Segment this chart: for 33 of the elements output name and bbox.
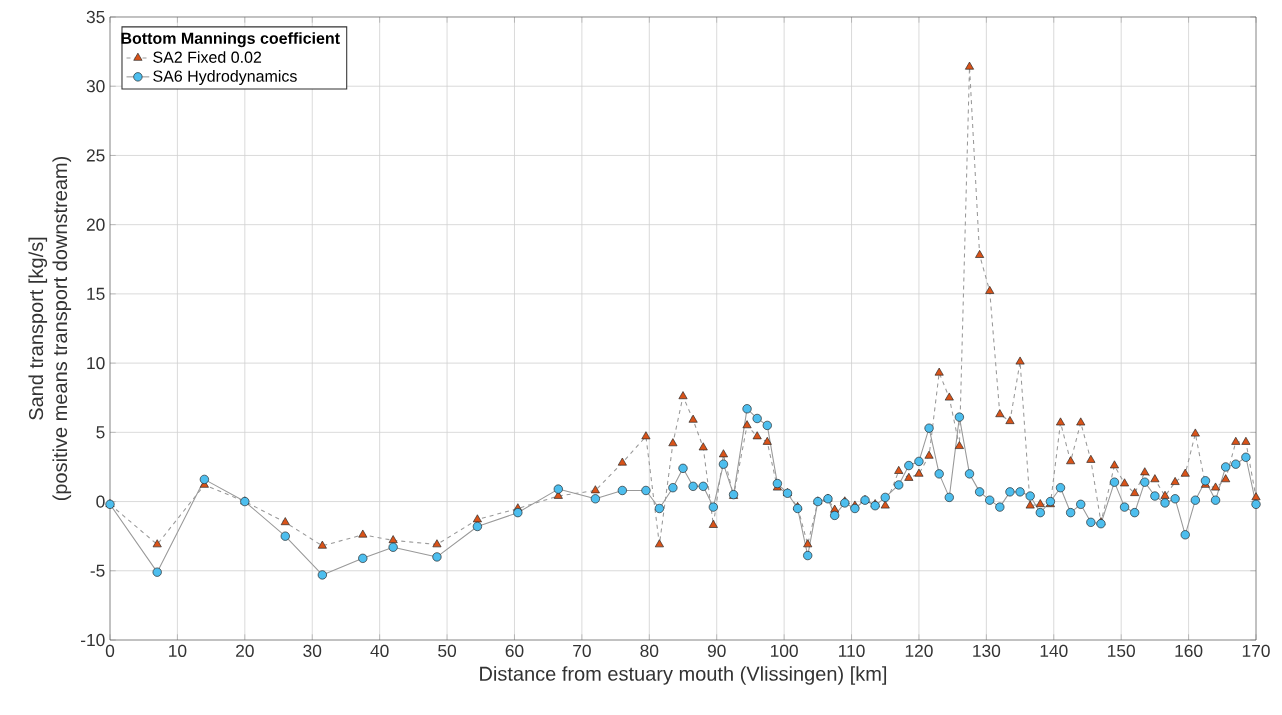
x-tick-label: 10 bbox=[169, 644, 187, 657]
y-axis-title: Sand transport [kg/s] (positive means transport downstream) bbox=[28, 156, 72, 501]
x-tick-label: 160 bbox=[1175, 644, 1203, 657]
y-tick-label: 35 bbox=[86, 10, 105, 24]
x-tick-label: 80 bbox=[640, 644, 659, 657]
y-tick-label: 30 bbox=[86, 80, 105, 93]
y-tick-label: 0 bbox=[96, 495, 105, 508]
y-tick-label: -5 bbox=[90, 564, 105, 577]
y-tick-label: -10 bbox=[81, 633, 105, 647]
x-tick-label: 170 bbox=[1242, 644, 1270, 657]
y-tick-label: 25 bbox=[86, 149, 105, 162]
x-tick-label: 40 bbox=[370, 644, 389, 657]
x-tick-label: 30 bbox=[303, 644, 322, 657]
x-tick-label: 90 bbox=[707, 644, 726, 657]
x-tick-label: 50 bbox=[438, 644, 457, 657]
x-tick-label: 20 bbox=[236, 644, 254, 657]
x-tick-label: 110 bbox=[839, 644, 865, 657]
x-tick-label: 0 bbox=[105, 644, 115, 657]
legend-label: SA6 Hydrodynamics bbox=[153, 70, 297, 85]
x-tick-label: 100 bbox=[770, 644, 798, 657]
x-axis-title: Distance from estuary mouth (Vlissingen) [km] bbox=[480, 666, 887, 685]
x-tick-label: 130 bbox=[973, 644, 1001, 657]
x-tick-label: 120 bbox=[905, 644, 933, 657]
x-tick-label: 60 bbox=[505, 644, 524, 657]
y-tick-label: 15 bbox=[87, 287, 105, 300]
y-tick-label: 20 bbox=[86, 218, 105, 231]
x-tick-label: 140 bbox=[1040, 644, 1068, 657]
y-tick-label: 5 bbox=[96, 426, 105, 439]
legend-title: Bottom Mannings coefficient bbox=[121, 32, 340, 48]
x-tick-label: 150 bbox=[1108, 644, 1135, 657]
legend-label: SA2 Fixed 0.02 bbox=[153, 51, 262, 63]
y-tick-label: 10 bbox=[87, 356, 105, 370]
x-tick-label: 70 bbox=[573, 644, 591, 657]
